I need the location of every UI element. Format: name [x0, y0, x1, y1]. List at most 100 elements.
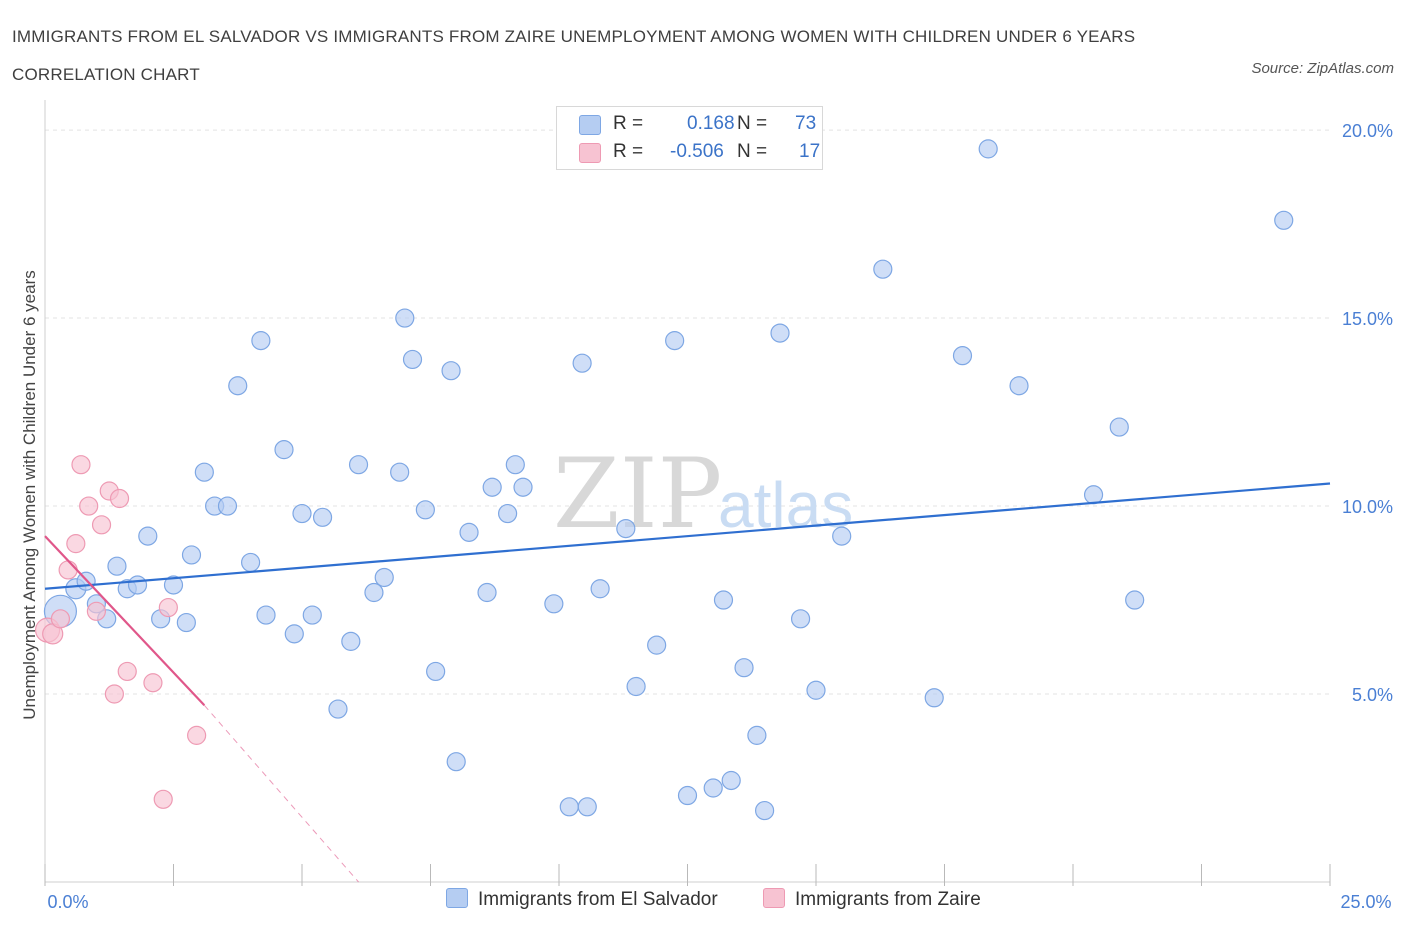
trend-lines: [44, 482, 1331, 883]
data-point-el-salvador: [577, 797, 597, 817]
data-point-el-salvador: [713, 590, 734, 610]
data-point-el-salvador: [415, 500, 435, 520]
data-point-el-salvador: [806, 680, 826, 700]
data-point-el-salvador: [228, 376, 248, 396]
watermark-zip: ZIP: [553, 438, 722, 550]
data-point-el-salvador: [251, 331, 271, 351]
legend-n-value: 17: [799, 141, 821, 162]
data-point-el-salvador: [374, 567, 394, 588]
data-point-el-salvador: [626, 676, 646, 697]
data-point-zaire: [117, 661, 137, 682]
data-point-el-salvador: [1109, 417, 1129, 437]
grid-lines: [45, 129, 1330, 695]
legend-n-label: N =: [737, 141, 768, 162]
data-point-el-salvador: [395, 308, 415, 328]
legend-label-zaire: Immigrants from Zaire: [795, 889, 981, 910]
y-tick-label: 20.0%: [1342, 121, 1393, 141]
data-point-el-salvador: [402, 349, 423, 370]
data-point-el-salvador: [302, 605, 322, 625]
trend-line-el-salvador: [44, 482, 1331, 590]
data-point-zaire: [109, 488, 130, 509]
y-tick-label: 10.0%: [1342, 497, 1393, 517]
data-point-zaire: [86, 601, 107, 621]
data-point-el-salvador: [390, 462, 410, 482]
y-tick-label: 15.0%: [1342, 309, 1393, 329]
data-point-el-salvador: [770, 323, 790, 343]
data-point-el-salvador: [1125, 590, 1145, 610]
data-point-el-salvador: [754, 800, 775, 821]
data-point-zaire: [143, 673, 163, 693]
data-point-el-salvador: [138, 526, 158, 546]
source-label: Source: ZipAtlas.com: [1251, 60, 1394, 77]
data-point-el-salvador: [181, 545, 202, 565]
data-point-el-salvador: [194, 462, 214, 482]
stats-legend: R = 0.168 N = 73 R = -0.506 N = 17: [556, 106, 823, 170]
data-point-zaire: [79, 496, 99, 516]
data-point-el-salvador: [127, 575, 148, 595]
data-point-el-salvador: [513, 477, 533, 497]
data-point-el-salvador: [446, 752, 466, 772]
legend-label-el-salvador: Immigrants from El Salvador: [478, 889, 718, 910]
data-point-el-salvador: [590, 579, 610, 599]
legend-r-value: -0.506: [670, 141, 724, 162]
data-point-el-salvador: [217, 496, 238, 516]
bottom-legend-el-salvador: Immigrants from El Salvador: [446, 888, 718, 911]
legend-r-label: R =: [613, 141, 644, 162]
data-point-el-salvador: [274, 440, 294, 460]
data-point-zaire: [187, 725, 207, 745]
data-point-el-salvador: [341, 631, 361, 651]
trend-line-zaire: [44, 535, 206, 707]
data-point-el-salvador: [364, 582, 384, 603]
data-point-el-salvador: [544, 594, 564, 614]
x-tick-label: 0.0%: [47, 892, 88, 912]
data-point-el-salvador: [616, 518, 636, 539]
data-point-el-salvador: [1083, 485, 1104, 505]
data-point-el-salvador: [677, 785, 698, 806]
data-point-el-salvador: [734, 658, 754, 678]
data-point-el-salvador: [832, 526, 852, 546]
legend-swatch-pink-icon: [579, 143, 601, 163]
data-point-el-salvador: [426, 661, 446, 682]
legend-swatch-blue-icon: [579, 115, 601, 135]
data-point-el-salvador: [459, 522, 479, 542]
data-point-el-salvador: [482, 477, 502, 497]
data-point-el-salvador: [647, 635, 667, 655]
data-point-el-salvador: [952, 346, 973, 366]
data-point-zaire: [91, 515, 112, 535]
y-tick-labels: 5.0% 10.0% 15.0% 20.0%: [1342, 121, 1393, 705]
data-point-el-salvador: [477, 582, 497, 603]
data-point-el-salvador: [241, 552, 261, 573]
data-point-el-salvador: [721, 770, 741, 791]
trend-line-zaire-extension: [203, 704, 359, 883]
bottom-legend-zaire: Immigrants from Zaire: [763, 888, 981, 911]
data-point-el-salvador: [505, 455, 525, 475]
data-point-el-salvador: [176, 612, 196, 633]
data-point-el-salvador: [163, 575, 184, 595]
legend-r-label: R =: [613, 113, 644, 134]
data-point-el-salvador: [790, 609, 811, 629]
x-tick-labels: 0.0% 25.0%: [47, 892, 1391, 912]
legend-swatch-pink-icon: [763, 888, 785, 908]
legend-r-value: 0.168: [687, 113, 735, 134]
data-point-zaire: [58, 560, 78, 580]
x-tick-label: 25.0%: [1340, 892, 1391, 912]
series-el-salvador-points: [43, 139, 1294, 821]
data-point-zaire: [104, 684, 124, 704]
data-point-zaire: [66, 534, 86, 554]
y-axis-label: Unemployment Among Women with Children U…: [20, 270, 39, 719]
data-point-el-salvador: [284, 624, 304, 644]
data-point-el-salvador: [328, 699, 348, 719]
data-point-el-salvador: [978, 139, 998, 159]
legend-n-value: 73: [795, 113, 817, 134]
chart-title: IMMIGRANTS FROM EL SALVADOR VS IMMIGRANT…: [12, 27, 1136, 84]
data-point-el-salvador: [498, 503, 518, 524]
data-point-el-salvador: [441, 361, 461, 381]
data-point-el-salvador: [107, 556, 127, 576]
data-point-el-salvador: [312, 507, 333, 527]
data-point-el-salvador: [348, 455, 369, 475]
data-point-zaire: [158, 597, 178, 618]
data-point-el-salvador: [873, 259, 893, 279]
data-point-el-salvador: [924, 688, 944, 708]
data-point-el-salvador: [256, 605, 276, 625]
